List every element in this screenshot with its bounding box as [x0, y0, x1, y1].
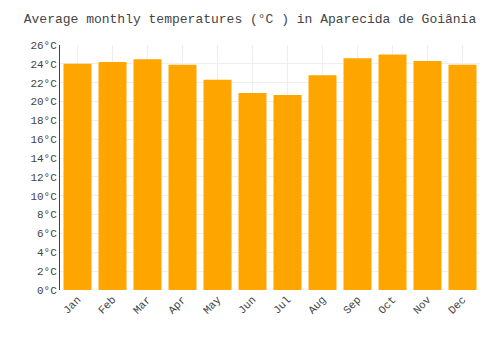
svg-text:Nov: Nov: [411, 294, 434, 317]
svg-text:14°C: 14°C: [30, 153, 57, 165]
svg-text:Jun: Jun: [236, 294, 258, 316]
svg-text:6°C: 6°C: [37, 228, 57, 240]
svg-text:16°C: 16°C: [30, 134, 57, 146]
svg-text:18°C: 18°C: [30, 115, 57, 127]
svg-text:20°C: 20°C: [30, 96, 57, 108]
svg-text:0°C: 0°C: [37, 285, 57, 297]
svg-text:2°C: 2°C: [37, 266, 57, 278]
svg-text:8°C: 8°C: [37, 209, 57, 221]
svg-text:May: May: [201, 294, 224, 317]
svg-text:Oct: Oct: [376, 294, 398, 316]
svg-text:10°C: 10°C: [30, 191, 57, 203]
svg-text:Sep: Sep: [341, 294, 363, 316]
svg-text:4°C: 4°C: [37, 247, 57, 259]
svg-text:Jan: Jan: [61, 294, 83, 316]
svg-text:24°C: 24°C: [30, 59, 57, 71]
svg-text:Dec: Dec: [446, 294, 468, 316]
svg-text:12°C: 12°C: [30, 172, 57, 184]
svg-text:Aug: Aug: [306, 294, 328, 316]
svg-text:Average monthly temperatures (: Average monthly temperatures (°C ) in Ap…: [24, 12, 477, 27]
svg-text:Jul: Jul: [271, 294, 293, 316]
svg-text:22°C: 22°C: [30, 78, 57, 90]
svg-text:Mar: Mar: [131, 294, 153, 316]
svg-text:Apr: Apr: [166, 294, 188, 316]
svg-text:26°C: 26°C: [30, 40, 57, 52]
svg-text:Feb: Feb: [96, 294, 118, 316]
